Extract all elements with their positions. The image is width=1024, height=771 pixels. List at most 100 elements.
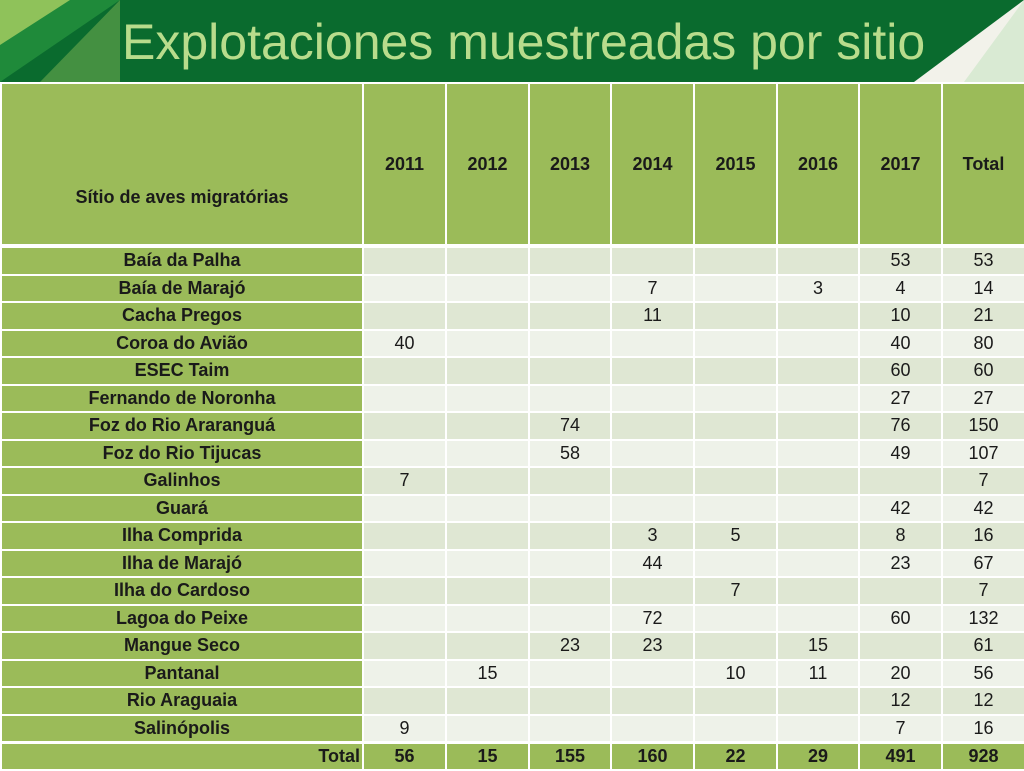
row-total-cell: 132 [941,603,1024,633]
value-cell [445,301,530,331]
value-cell [362,686,447,716]
row-total-cell: 16 [941,521,1024,551]
value-cell [610,328,695,358]
value-cell [362,603,447,633]
value-cell [693,631,778,661]
row-total-cell: 27 [941,383,1024,413]
row-total-cell: 7 [941,466,1024,496]
value-cell [528,548,612,578]
value-cell [362,411,447,441]
value-cell [610,576,695,606]
site-name-cell: Foz do Rio Araranguá [0,411,364,441]
row-total-cell: 56 [941,658,1024,688]
value-cell: 11 [610,301,695,331]
row-total-cell: 150 [941,411,1024,441]
value-cell [445,466,530,496]
value-cell [610,356,695,386]
site-name-cell: Foz do Rio Tijucas [0,438,364,468]
value-cell [693,301,778,331]
value-cell [776,245,860,276]
value-cell [445,383,530,413]
value-cell [693,686,778,716]
site-name-cell: Ilha de Marajó [0,548,364,578]
column-header-total: Total [941,82,1024,247]
value-cell: 7 [610,273,695,303]
row-total-cell: 14 [941,273,1024,303]
value-cell: 40 [858,328,943,358]
row-total-cell: 61 [941,631,1024,661]
table-row: Salinópolis 9 7 16 [0,713,1024,744]
table-row: Ilha de Marajó 44 23 67 [0,548,1024,578]
value-cell: 7 [362,466,447,496]
site-name-cell: Galinhos [0,466,364,496]
row-total-cell: 7 [941,576,1024,606]
value-cell: 5 [693,521,778,551]
table-row: Lagoa do Peixe 72 60 132 [0,603,1024,633]
value-cell [693,466,778,496]
value-cell: 10 [693,658,778,688]
value-cell [693,328,778,358]
total-cell: 160 [610,741,695,771]
value-cell [776,356,860,386]
value-cell [362,658,447,688]
site-name-cell: Ilha Comprida [0,521,364,551]
value-cell [362,576,447,606]
column-header-year: 2017 [858,82,943,247]
value-cell [610,686,695,716]
total-cell: 22 [693,741,778,771]
value-cell: 23 [858,548,943,578]
value-cell: 49 [858,438,943,468]
value-cell: 60 [858,356,943,386]
value-cell [776,576,860,606]
value-cell [693,603,778,633]
site-name-cell: Coroa do Avião [0,328,364,358]
value-cell [693,548,778,578]
site-name-cell: Salinópolis [0,713,364,744]
value-cell [362,301,447,331]
site-name-cell: Baía de Marajó [0,273,364,303]
value-cell [776,603,860,633]
row-total-cell: 21 [941,301,1024,331]
row-total-cell: 80 [941,328,1024,358]
column-header-year: 2015 [693,82,778,247]
value-cell [858,631,943,661]
banner-decoration [0,0,70,45]
value-cell: 60 [858,603,943,633]
value-cell: 23 [528,631,612,661]
value-cell [776,493,860,523]
value-cell [445,686,530,716]
value-cell [445,245,530,276]
totals-label: Total [0,741,364,771]
value-cell [610,411,695,441]
value-cell: 3 [610,521,695,551]
site-name-cell: Fernando de Noronha [0,383,364,413]
value-cell [610,438,695,468]
value-cell: 76 [858,411,943,441]
value-cell: 8 [858,521,943,551]
table-row: Ilha Comprida 3 5 8 16 [0,521,1024,551]
value-cell: 20 [858,658,943,688]
column-header-year: 2014 [610,82,695,247]
value-cell [362,548,447,578]
row-total-cell: 67 [941,548,1024,578]
page-title: Explotaciones muestreadas por sitio [122,14,926,70]
value-cell [445,273,530,303]
value-cell: 42 [858,493,943,523]
total-cell: 491 [858,741,943,771]
row-total-cell: 42 [941,493,1024,523]
value-cell: 9 [362,713,447,744]
value-cell [776,521,860,551]
value-cell [776,411,860,441]
title-banner: Explotaciones muestreadas por sitio [0,0,1024,82]
value-cell: 53 [858,245,943,276]
table-row: Foz do Rio Araranguá 74 76 150 [0,411,1024,441]
site-name-cell: Lagoa do Peixe [0,603,364,633]
row-total-cell: 53 [941,245,1024,276]
value-cell: 4 [858,273,943,303]
value-cell: 74 [528,411,612,441]
value-cell: 3 [776,273,860,303]
table-row: Rio Araguaia 12 12 [0,686,1024,716]
value-cell [445,631,530,661]
value-cell [693,411,778,441]
row-total-cell: 60 [941,356,1024,386]
